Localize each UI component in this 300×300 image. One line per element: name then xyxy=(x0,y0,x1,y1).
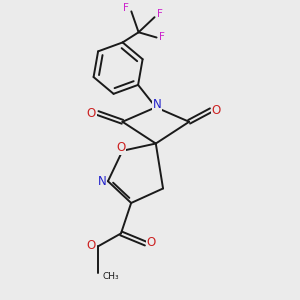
Text: F: F xyxy=(123,3,129,13)
Text: O: O xyxy=(212,104,221,117)
Text: O: O xyxy=(87,106,96,120)
Text: F: F xyxy=(157,9,163,19)
Text: F: F xyxy=(159,32,165,43)
Text: O: O xyxy=(146,236,155,249)
Text: N: N xyxy=(98,175,106,188)
Text: O: O xyxy=(87,238,96,251)
Text: O: O xyxy=(116,141,126,154)
Text: CH₃: CH₃ xyxy=(102,272,119,281)
Text: N: N xyxy=(153,98,162,111)
